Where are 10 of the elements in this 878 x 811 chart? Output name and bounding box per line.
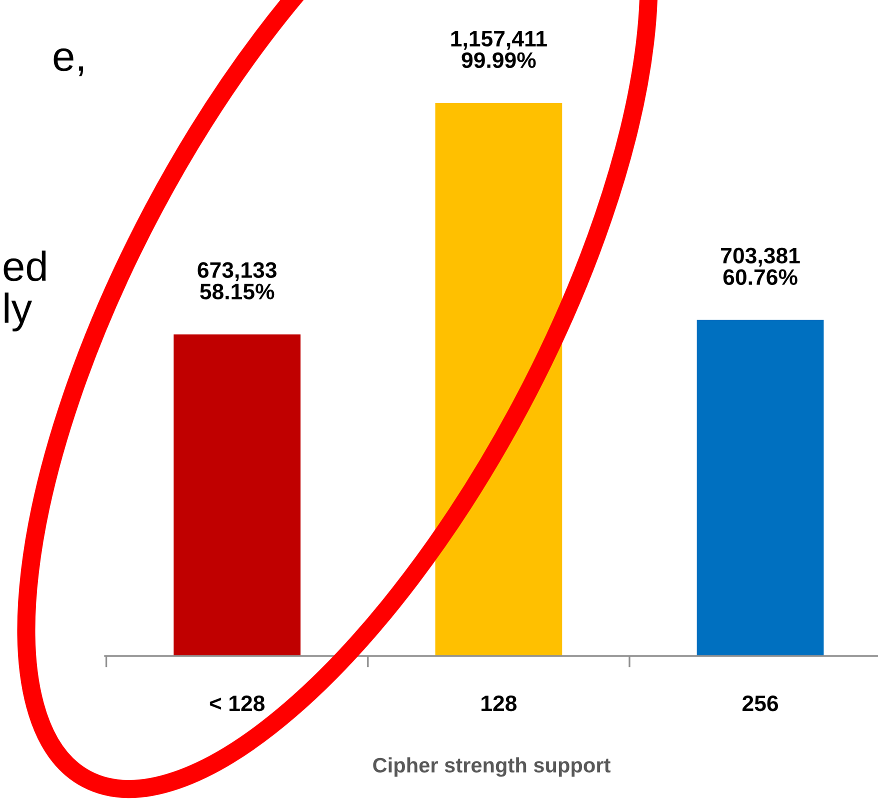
x-tick-label: < 128 — [210, 695, 265, 712]
x-axis-title: Cipher strength support — [373, 757, 610, 777]
data-label: 703,381 60.76% — [721, 248, 800, 285]
text: ed — [4, 250, 46, 282]
text: e, — [54, 48, 84, 76]
data-label: 1,157,411 99.99% — [451, 31, 547, 68]
text: ly — [4, 292, 32, 332]
data-label: 673,133 58.15% — [198, 262, 276, 300]
x-tick-label: 256 — [742, 695, 778, 712]
x-tick-label: 128 — [482, 695, 517, 712]
